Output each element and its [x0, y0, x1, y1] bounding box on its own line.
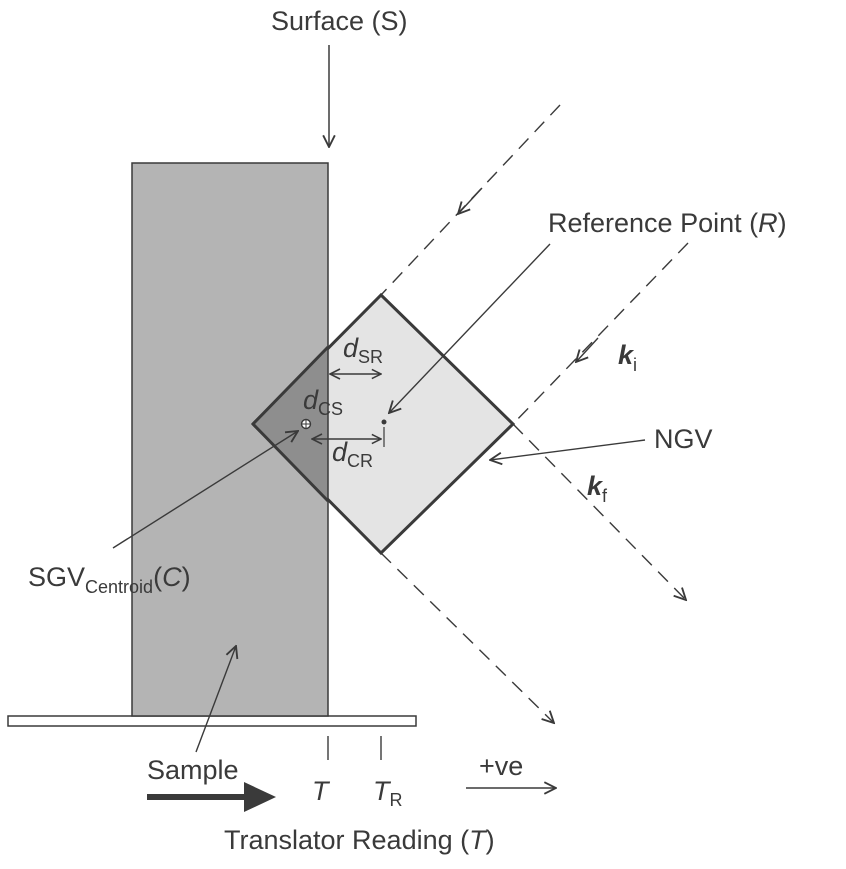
sgv-overlap-region: [253, 347, 328, 501]
d-cr-label: dCR: [332, 437, 373, 471]
incident-beam-upper: [380, 104, 561, 296]
sgv-centroid-arrow: [112, 431, 298, 549]
ngv-arrow: [490, 439, 646, 460]
ngv-edge-overlap-lower: [251, 422, 330, 503]
k-i-label: ki: [618, 340, 637, 375]
tr-tick-label: TR: [373, 776, 403, 810]
d-cs-label: dCS: [303, 385, 343, 419]
reference-point-arrow: [389, 243, 551, 413]
k-f-label: kf: [587, 471, 608, 506]
sample-arrow: [195, 646, 236, 753]
incident-arrow-lower: [576, 337, 599, 362]
t-tick-label: T: [312, 776, 331, 806]
translator-direction-head: [244, 782, 276, 812]
ngv-label: NGV: [654, 424, 713, 454]
sgv-centroid-label: SGVCentroid(C): [28, 562, 191, 597]
ngv-edge-overlap-upper: [251, 345, 330, 426]
reference-point-marker: [381, 419, 387, 425]
reference-point-label: Reference Point (R): [548, 208, 787, 238]
diffracted-beam-upper: [512, 423, 686, 600]
surface-label: Surface (S): [271, 6, 408, 36]
translator-reading-label: Translator Reading (T): [224, 825, 495, 855]
sample-label: Sample: [147, 755, 239, 785]
incident-arrow-upper: [458, 187, 483, 214]
d-sr-label: dSR: [343, 333, 383, 367]
base-plate: [7, 715, 417, 727]
positive-direction-label: +ve: [479, 751, 523, 781]
diffracted-beam-lower: [380, 552, 554, 723]
incident-beam-lower: [512, 242, 689, 425]
